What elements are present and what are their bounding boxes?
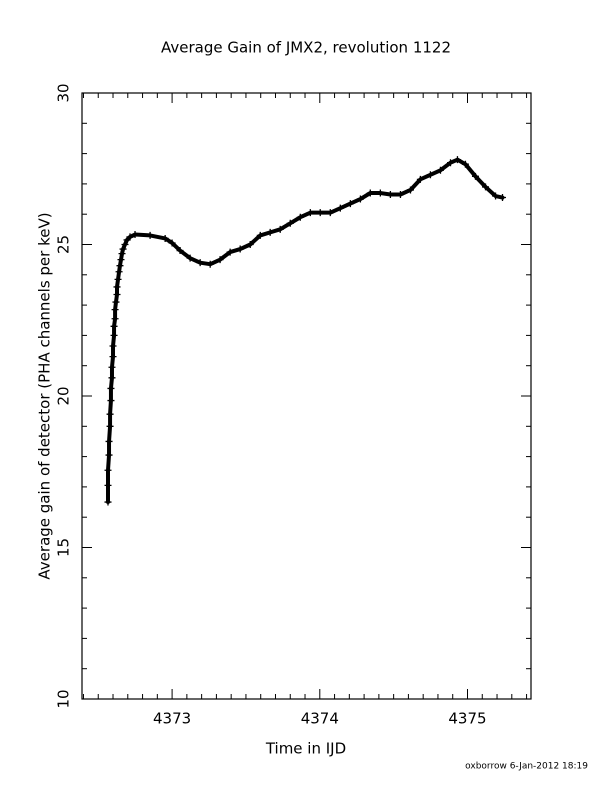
- point: [117, 256, 125, 264]
- chart-title: Average Gain of JMX2, revolution 1122: [161, 39, 451, 57]
- point: [104, 466, 112, 474]
- point: [316, 209, 324, 217]
- point: [168, 239, 176, 247]
- point: [106, 410, 114, 418]
- point: [113, 290, 121, 298]
- point: [121, 241, 129, 248]
- point: [113, 283, 121, 291]
- point: [109, 353, 117, 361]
- point: [106, 422, 114, 430]
- point: [256, 231, 264, 239]
- point: [161, 234, 169, 242]
- point: [498, 194, 506, 202]
- point: [108, 374, 116, 382]
- point: [104, 481, 112, 489]
- point: [112, 298, 120, 306]
- point: [111, 315, 119, 323]
- point: [146, 231, 154, 239]
- point: [447, 159, 455, 167]
- point: [104, 498, 112, 506]
- plot-frame: [81, 92, 532, 700]
- point: [406, 186, 414, 194]
- y-tick-label: 15: [55, 538, 73, 557]
- point: [176, 247, 184, 255]
- y-tick-label: 20: [55, 386, 73, 405]
- point: [461, 160, 469, 168]
- point: [386, 191, 394, 199]
- point: [110, 322, 118, 330]
- point: [396, 191, 404, 199]
- y-tick-label: 25: [55, 235, 73, 254]
- point: [416, 175, 424, 183]
- point: [109, 342, 117, 350]
- point: [266, 228, 274, 236]
- point: [107, 384, 115, 392]
- point: [296, 213, 304, 221]
- point: [105, 437, 113, 445]
- point: [471, 172, 479, 180]
- point: [119, 245, 127, 253]
- point: [126, 233, 134, 241]
- point: [356, 195, 364, 203]
- point: [186, 254, 194, 262]
- y-tick-label: 30: [55, 83, 73, 102]
- point: [326, 209, 334, 217]
- y-axis-label: Average gain of detector (PHA channels p…: [36, 212, 54, 579]
- point: [118, 250, 126, 258]
- point: [115, 268, 123, 276]
- footer: oxborrow 6-Jan-2012 18:19: [465, 762, 588, 772]
- point: [196, 259, 204, 267]
- point: [216, 256, 224, 264]
- point: [226, 248, 234, 256]
- point: [246, 241, 254, 248]
- point: [236, 245, 244, 253]
- point: [492, 192, 500, 200]
- point: [286, 219, 294, 227]
- point: [306, 209, 314, 217]
- point: [114, 275, 122, 283]
- point: [346, 200, 354, 208]
- point: [110, 331, 118, 339]
- point: [111, 306, 119, 314]
- point: [336, 204, 344, 212]
- point: [426, 171, 434, 179]
- x-axis-label: Time in IJD: [265, 740, 346, 758]
- point: [366, 189, 374, 197]
- point: [105, 451, 113, 459]
- point: [376, 189, 384, 197]
- x-tick-label: 4375: [448, 710, 486, 728]
- gain-trace: [105, 157, 505, 505]
- point: [131, 231, 139, 239]
- point: [116, 262, 124, 270]
- x-tick-label: 4374: [301, 710, 339, 728]
- point: [206, 260, 214, 268]
- point: [276, 225, 284, 233]
- x-tick-label: 4373: [153, 710, 191, 728]
- point: [482, 183, 490, 191]
- point: [108, 363, 116, 371]
- point: [107, 397, 115, 405]
- point: [453, 156, 461, 164]
- point: [436, 166, 444, 174]
- y-tick-label: 10: [55, 689, 73, 708]
